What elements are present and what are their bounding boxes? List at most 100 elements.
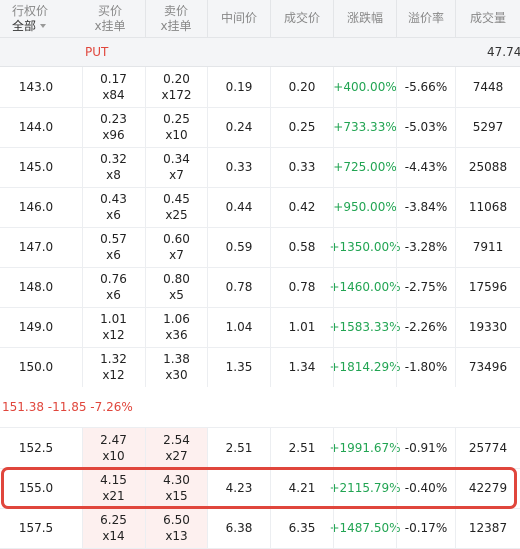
premium-cell: -5.66% bbox=[397, 67, 455, 107]
bid-cell[interactable]: 4.15 x21 bbox=[82, 468, 145, 508]
change-percent: +1487.50% bbox=[329, 521, 401, 535]
table-row[interactable]: 144.0 0.23 x96 0.25 x10 0.24 0.25 +733.33% -5.03… bbox=[0, 107, 520, 148]
volume-cell: 42279 bbox=[456, 468, 520, 508]
bid-cell[interactable]: 0.43 x6 bbox=[82, 187, 145, 227]
mid-cell: 1.35 bbox=[208, 347, 270, 387]
ask-cell[interactable]: 4.30 x15 bbox=[146, 468, 207, 508]
strike-cell: 155.0 bbox=[0, 468, 72, 508]
ask-cell[interactable]: 1.06 x36 bbox=[146, 307, 207, 347]
change-percent: +1350.00% bbox=[329, 240, 401, 254]
last-header: 成交价 bbox=[271, 0, 333, 37]
strike-value: 145.0 bbox=[18, 160, 54, 174]
ask-cell[interactable]: 0.80 x5 bbox=[146, 267, 207, 307]
table-row[interactable]: 145.0 0.32 x8 0.34 x7 0.33 0.33 +725.00% -4.43% 2… bbox=[0, 147, 520, 188]
volume-cell: 25774 bbox=[456, 428, 520, 468]
strike-value: 149.0 bbox=[18, 320, 54, 334]
table-row[interactable]: 147.0 0.57 x6 0.60 x7 0.59 0.58 +1350.00% -3.28%… bbox=[0, 227, 520, 268]
last-price: 2.51 bbox=[288, 441, 316, 455]
last-price: 1.34 bbox=[288, 360, 316, 374]
ask-cell[interactable]: 2.54 x27 bbox=[146, 428, 207, 468]
premium-header-label: 溢价率 bbox=[407, 11, 444, 25]
change-header: 涨跌幅 bbox=[334, 0, 396, 37]
last-price: 0.33 bbox=[288, 160, 316, 174]
mid-price: 4.23 bbox=[225, 481, 253, 495]
mid-cell: 0.19 bbox=[208, 67, 270, 107]
change-percent: +1583.33% bbox=[329, 320, 401, 334]
mid-price: 0.24 bbox=[225, 120, 253, 134]
underlying-price-bar: 151.38 -11.85 -7.26% bbox=[0, 387, 520, 428]
strike-cell: 146.0 bbox=[0, 187, 72, 227]
ask-header-top: 卖价 bbox=[163, 3, 188, 18]
bid-cell[interactable]: 1.01 x12 bbox=[82, 307, 145, 347]
bid-price: 4.15 bbox=[100, 473, 127, 487]
strike-header[interactable]: 行权价 全部 bbox=[0, 0, 64, 37]
mid-cell: 0.33 bbox=[208, 147, 270, 187]
bid-cell[interactable]: 0.32 x8 bbox=[82, 147, 145, 187]
table-row[interactable]: 148.0 0.76 x6 0.80 x5 0.78 0.78 +1460.00% -2.75%… bbox=[0, 267, 520, 308]
ask-size: x172 bbox=[161, 88, 192, 102]
bid-cell[interactable]: 2.47 x10 bbox=[82, 428, 145, 468]
ask-cell[interactable]: 0.60 x7 bbox=[146, 227, 207, 267]
strike-value: 155.0 bbox=[18, 481, 54, 495]
ask-cell[interactable]: 6.50 x13 bbox=[146, 508, 207, 548]
strike-cell: 147.0 bbox=[0, 227, 72, 267]
volume-header-label: 成交量 bbox=[469, 11, 506, 25]
last-cell: 2.51 bbox=[271, 428, 333, 468]
last-cell: 1.01 bbox=[271, 307, 333, 347]
volume-value: 7911 bbox=[472, 240, 504, 254]
bid-price: 2.47 bbox=[100, 433, 127, 447]
last-price: 0.42 bbox=[288, 200, 316, 214]
change-cell: +2115.79% bbox=[329, 468, 400, 508]
ask-header-bottom: x挂单 bbox=[160, 18, 192, 33]
mid-cell: 4.23 bbox=[208, 468, 270, 508]
table-row[interactable]: 157.5 6.25 x14 6.50 x13 6.38 6.35 +1487.50% -0.1… bbox=[0, 508, 520, 549]
table-row[interactable]: 143.0 0.17 x84 0.20 x172 0.19 0.20 +400.00% -5.6… bbox=[0, 67, 520, 108]
ask-price: 0.80 bbox=[163, 272, 190, 286]
ask-cell[interactable]: 0.34 x7 bbox=[146, 147, 207, 187]
strike-value: 150.0 bbox=[18, 360, 54, 374]
bid-size: x6 bbox=[106, 208, 121, 222]
table-row[interactable]: 146.0 0.43 x6 0.45 x25 0.44 0.42 +950.00% -3.84%… bbox=[0, 187, 520, 228]
bid-cell[interactable]: 6.25 x14 bbox=[82, 508, 145, 548]
ask-price: 0.20 bbox=[163, 72, 190, 86]
mid-price: 2.51 bbox=[225, 441, 253, 455]
premium-rate: -0.91% bbox=[404, 441, 448, 455]
ask-cell[interactable]: 0.45 x25 bbox=[146, 187, 207, 227]
bid-cell[interactable]: 1.32 x12 bbox=[82, 347, 145, 387]
mid-cell: 0.59 bbox=[208, 227, 270, 267]
bid-size: x12 bbox=[102, 328, 125, 342]
change-percent: +2115.79% bbox=[329, 481, 401, 495]
mid-cell: 0.24 bbox=[208, 107, 270, 147]
bid-cell[interactable]: 0.17 x84 bbox=[82, 67, 145, 107]
bid-price: 0.17 bbox=[100, 72, 127, 86]
ask-size: x27 bbox=[165, 449, 188, 463]
bid-cell[interactable]: 0.23 x96 bbox=[82, 107, 145, 147]
bid-cell[interactable]: 0.57 x6 bbox=[82, 227, 145, 267]
last-cell: 0.42 bbox=[271, 187, 333, 227]
filter-label: 全部 bbox=[12, 18, 37, 33]
bid-header-bottom: x挂单 bbox=[94, 18, 126, 33]
ask-price: 6.50 bbox=[163, 513, 190, 527]
bid-size: x84 bbox=[102, 88, 125, 102]
table-row[interactable]: 155.0 4.15 x21 4.30 x15 4.23 4.21 +2115.79% -0.4… bbox=[0, 468, 520, 509]
ask-cell[interactable]: 0.25 x10 bbox=[146, 107, 207, 147]
ask-size: x36 bbox=[165, 328, 188, 342]
filter-dropdown[interactable]: 全部 bbox=[12, 18, 47, 34]
last-price: 4.21 bbox=[288, 481, 316, 495]
table-row[interactable]: 152.5 2.47 x10 2.54 x27 2.51 2.51 +1991.67% -0.9… bbox=[0, 428, 520, 469]
ask-header: 卖价 x挂单 bbox=[146, 0, 206, 37]
table-row[interactable]: 149.0 1.01 x12 1.06 x36 1.04 1.01 +1583.33% -2.2… bbox=[0, 307, 520, 348]
volume-cell: 12387 bbox=[456, 508, 520, 548]
bid-price: 6.25 bbox=[100, 513, 127, 527]
table-row[interactable]: 150.0 1.32 x12 1.38 x30 1.35 1.34 +1814.29% -1.8… bbox=[0, 347, 520, 388]
ask-price: 0.45 bbox=[163, 192, 190, 206]
strike-cell: 143.0 bbox=[0, 67, 72, 107]
ask-cell[interactable]: 1.38 x30 bbox=[146, 347, 207, 387]
ask-cell[interactable]: 0.20 x172 bbox=[146, 67, 207, 107]
strike-cell: 152.5 bbox=[0, 428, 72, 468]
change-cell: +725.00% bbox=[333, 147, 396, 187]
premium-rate: -2.75% bbox=[404, 280, 448, 294]
volume-value: 12387 bbox=[468, 521, 508, 535]
premium-rate: -3.84% bbox=[404, 200, 448, 214]
bid-cell[interactable]: 0.76 x6 bbox=[82, 267, 145, 307]
